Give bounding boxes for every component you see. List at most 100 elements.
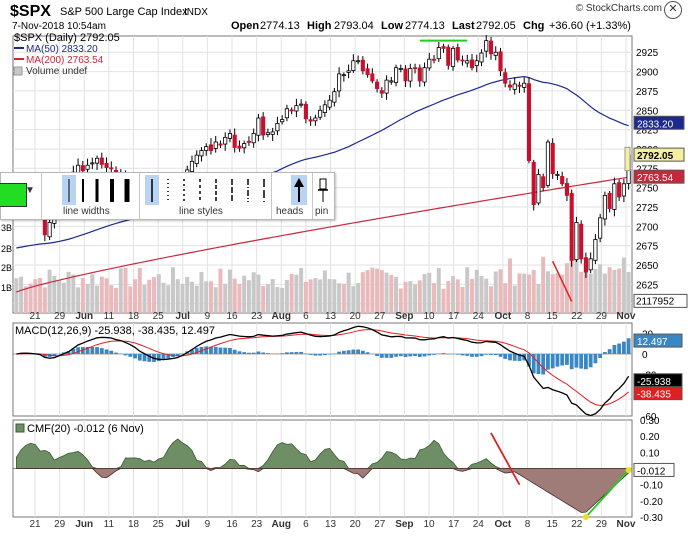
volume-bar	[42, 287, 47, 313]
volume-value-text: 2117952	[636, 296, 675, 307]
color-swatch[interactable]	[0, 183, 27, 207]
candle	[85, 158, 90, 175]
macd-histogram-bar	[593, 354, 598, 364]
color-dropdown-icon[interactable]: ▼	[25, 185, 35, 196]
candle-body	[541, 176, 546, 189]
volume-bar	[560, 274, 565, 313]
candle	[493, 46, 498, 61]
line-widths-group[interactable]	[45, 176, 137, 204]
macd-histogram-bar	[123, 354, 128, 356]
candle	[522, 77, 527, 93]
panel-frame-1	[12, 322, 633, 417]
up-arrow-icon[interactable]	[273, 176, 313, 204]
candle	[579, 220, 584, 264]
toolbar-divider	[41, 173, 42, 219]
x-tick-label: 16	[226, 311, 238, 322]
x-tick-label: 21	[29, 519, 41, 530]
volume-bar	[389, 274, 394, 313]
legend-volume-swatch	[13, 66, 23, 76]
x-tick-label: 17	[448, 311, 460, 322]
candle	[99, 152, 104, 169]
candle	[621, 178, 626, 203]
candle	[313, 114, 318, 126]
volume-bar	[356, 283, 361, 313]
cmf-red-trendline	[490, 432, 521, 486]
volume-bar	[95, 285, 100, 313]
volume-bar	[536, 283, 541, 313]
x-tick-label: Jun	[75, 519, 93, 530]
candle-body	[294, 105, 299, 112]
heads-label: heads	[276, 206, 304, 217]
cmf-legend-swatch	[15, 423, 25, 433]
macd-histogram-bar	[228, 347, 232, 354]
candle-body	[94, 157, 100, 164]
macd-histogram-bar	[460, 354, 465, 356]
volume-bar	[161, 282, 166, 313]
x-tick-label: 9	[205, 311, 211, 322]
macd-histogram-bar	[517, 354, 522, 361]
candle	[598, 213, 603, 243]
price-label-text: 2833.20	[637, 119, 674, 130]
candle	[299, 99, 304, 108]
volume-bar	[379, 270, 384, 313]
volume-bar	[208, 281, 213, 313]
macd-histogram-bar	[346, 350, 351, 354]
volume-bar	[313, 278, 318, 313]
macd-histogram-bar	[455, 354, 460, 355]
candle	[427, 52, 432, 71]
candle-body	[569, 192, 574, 261]
volume-bar	[246, 280, 251, 313]
candle	[526, 77, 532, 164]
candle-body	[337, 73, 342, 92]
candle-body	[199, 150, 204, 157]
volume-bar	[28, 283, 33, 313]
open-value: 2774.13	[260, 20, 300, 32]
macd-value-text: -38.435	[637, 390, 671, 401]
volume-axis-label: 2B	[1, 244, 12, 254]
candle	[455, 43, 460, 63]
macd-histogram-bar	[166, 354, 171, 359]
candle	[251, 128, 256, 148]
candle	[488, 36, 494, 60]
volume-bar	[460, 287, 465, 313]
candle	[204, 143, 209, 156]
volume-bar	[526, 274, 531, 313]
volume-bar	[52, 276, 57, 313]
line-styles-group[interactable]	[141, 176, 271, 204]
volume-bar	[156, 274, 161, 313]
candle	[469, 53, 475, 71]
x-tick-label: 27	[374, 311, 386, 322]
macd-histogram-bar	[175, 354, 180, 356]
volume-bar	[256, 274, 261, 313]
macd-histogram-bar	[527, 354, 531, 367]
candle	[446, 44, 451, 70]
volume-bar	[152, 276, 157, 313]
macd-histogram-bar	[128, 354, 133, 357]
candle	[375, 79, 380, 93]
candle	[389, 76, 394, 85]
candle	[498, 47, 503, 77]
volume-bar	[403, 281, 408, 313]
candle-body	[242, 143, 247, 149]
candle	[617, 179, 622, 201]
volume-bar	[180, 283, 185, 313]
volume-bar	[19, 276, 24, 313]
candle	[465, 54, 470, 68]
candle	[379, 87, 384, 98]
volume-bar	[569, 256, 574, 313]
candle	[384, 75, 389, 100]
volume-bar	[104, 278, 109, 313]
candle-body	[555, 174, 560, 176]
close-button[interactable]: ✕	[664, 1, 682, 19]
candle	[303, 101, 308, 124]
x-tick-label: 11	[104, 519, 115, 530]
volume-bar	[322, 270, 327, 313]
macd-histogram-bar	[408, 354, 413, 357]
x-tick-label: 25	[153, 311, 165, 322]
x-tick-label: 27	[374, 519, 386, 530]
volume-bar	[175, 279, 180, 313]
candle	[555, 171, 560, 181]
candle	[545, 139, 551, 188]
pin-icon[interactable]	[313, 176, 333, 204]
